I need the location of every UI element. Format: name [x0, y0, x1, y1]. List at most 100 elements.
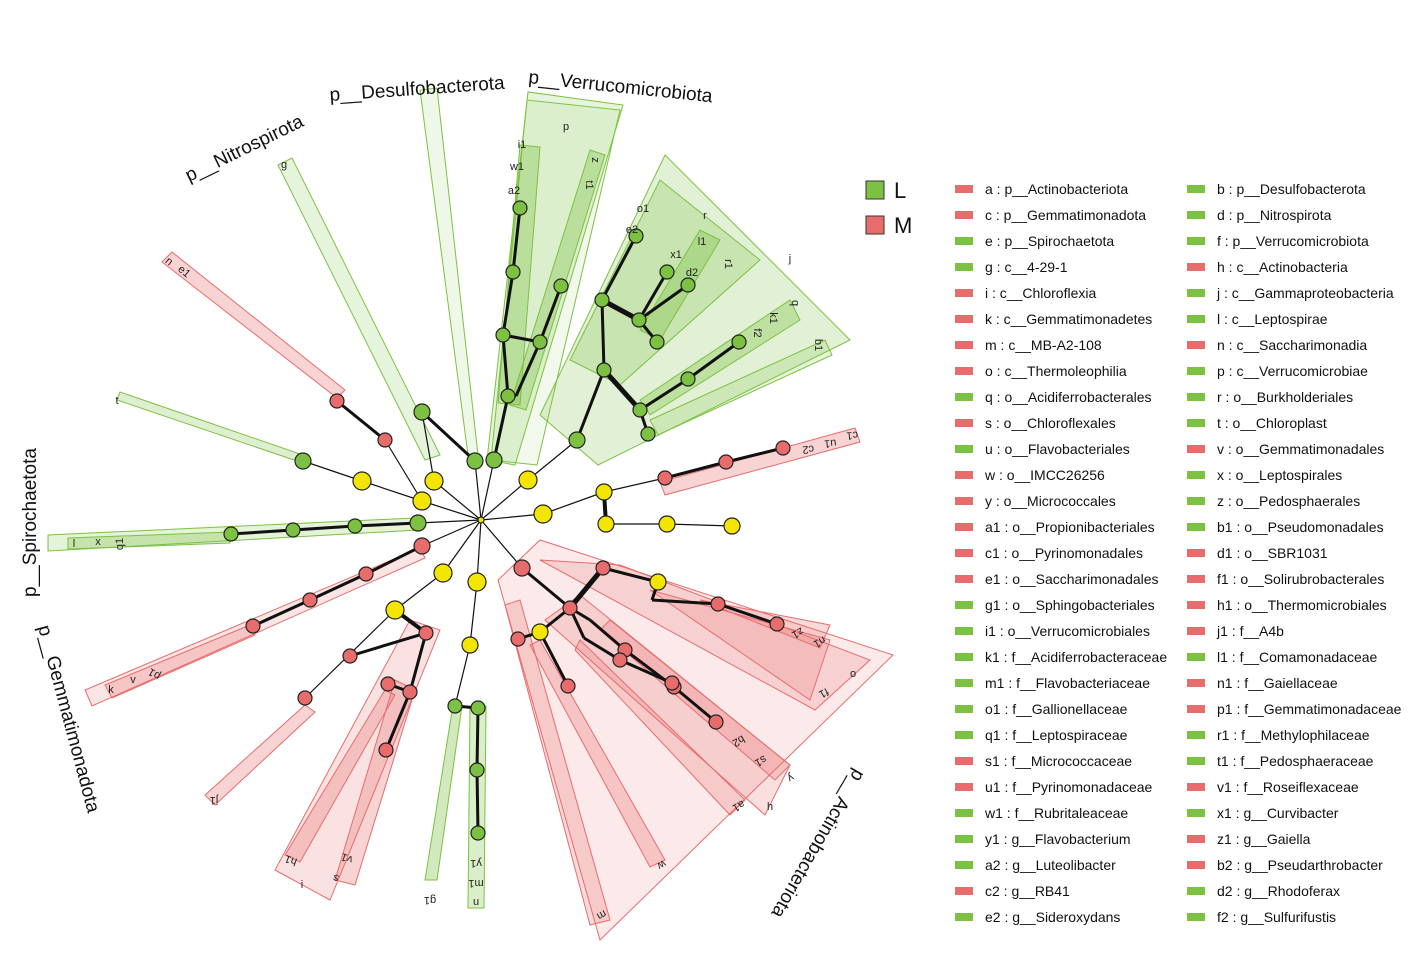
tree-node — [402, 684, 418, 700]
legend-entry: z1 : g__Gaiella — [1217, 831, 1311, 847]
legend-swatch — [955, 731, 973, 739]
tree-node — [680, 371, 696, 387]
legend-entry: y : o__Micrococcales — [985, 493, 1116, 509]
tree-node — [377, 432, 393, 448]
legend-swatch — [955, 237, 973, 245]
legend-swatch — [1187, 653, 1205, 661]
legend-entry: y1 : g__Flavobacterium — [985, 831, 1131, 847]
clade-letter-label: v1 — [339, 850, 354, 865]
legend-swatch — [1187, 861, 1205, 869]
legend-swatch — [955, 419, 973, 427]
legend-entry: j : c__Gammaproteobacteria — [1216, 285, 1394, 301]
legend-entry: b : p__Desulfobacterota — [1217, 181, 1366, 197]
clade-letter-label: k1 — [767, 312, 779, 324]
clade-letter-label: j — [788, 253, 791, 265]
tree-node — [513, 559, 531, 577]
clade-letter-label: u1 — [824, 436, 837, 449]
legend-swatch — [1187, 393, 1205, 401]
legend-swatch — [955, 679, 973, 687]
clade-letter-label: m1 — [468, 877, 483, 889]
sector-desulfobacterota — [419, 87, 479, 456]
sector-sphingobacteriales — [424, 704, 463, 881]
clade-letter-label: b1 — [812, 339, 824, 351]
tree-node — [553, 278, 569, 294]
legend-entry: b1 : o__Pseudomonadales — [1217, 519, 1384, 535]
group-key-swatch-L — [865, 180, 885, 200]
legend-swatch — [1187, 419, 1205, 427]
clade-letter-label: o — [850, 668, 856, 680]
legend-entry: a2 : g__Luteolibacter — [985, 857, 1116, 873]
legend-swatch — [1187, 549, 1205, 557]
group-key-label-M: M — [894, 213, 912, 238]
tree-node — [409, 514, 427, 532]
tree-node — [347, 518, 363, 534]
legend-entry: b2 : g__Pseudarthrobacter — [1217, 857, 1383, 873]
legend-entry: f1 : o__Solirubrobacterales — [1217, 571, 1384, 587]
tree-node — [223, 526, 239, 542]
legend-swatch — [955, 393, 973, 401]
tree-node — [413, 537, 431, 555]
legend-entry: j1 : f__A4b — [1216, 623, 1284, 639]
tree-node — [649, 334, 665, 350]
phylum-label-desulfobacterota: p__Desulfobacterota — [329, 73, 506, 106]
legend-swatch — [1187, 835, 1205, 843]
tree-branches — [230, 207, 784, 834]
legend-swatch — [955, 471, 973, 479]
tree-node — [461, 636, 479, 654]
tree-node — [352, 471, 372, 491]
legend-swatch — [955, 809, 973, 817]
legend-entry: t : o__Chloroplast — [1217, 415, 1327, 431]
tree-node — [560, 678, 576, 694]
legend-entry: g1 : o__Sphingobacteriales — [985, 597, 1155, 613]
legend-swatch — [955, 653, 973, 661]
legend-entry: e1 : o__Saccharimonadales — [985, 571, 1159, 587]
tree-node — [658, 515, 676, 533]
legend-swatch — [955, 445, 973, 453]
sector-propionibacteriales — [574, 639, 746, 816]
group-key-swatch-M — [865, 215, 885, 235]
clade-letter-label: x1 — [670, 249, 682, 261]
tree-node — [302, 592, 318, 608]
clade-letter-label: z1 — [789, 624, 805, 640]
legend-entry: h1 : o__Thermomicrobiales — [1217, 597, 1387, 613]
legend-entry: d : p__Nitrospirota — [1217, 207, 1332, 223]
tree-node — [466, 452, 484, 470]
tree-node — [710, 596, 726, 612]
legend-entry: n : c__Saccharimonadia — [1217, 337, 1367, 353]
clade-letter-label: l1 — [698, 236, 707, 248]
legend-swatch — [1187, 523, 1205, 531]
legend-swatch — [955, 289, 973, 297]
tree-node — [596, 362, 612, 378]
legend-entry: i : c__Chloroflexia — [985, 285, 1096, 301]
legend-swatch — [955, 185, 973, 193]
tree-node — [358, 566, 374, 582]
clade-letter-label: j1 — [210, 794, 220, 806]
clade-letter-label: t — [115, 395, 118, 407]
tree-node — [612, 652, 628, 668]
legend-swatch — [955, 341, 973, 349]
group-key: L M — [865, 178, 912, 238]
legend-entry: k : c__Gemmatimonadetes — [985, 311, 1152, 327]
tree-node — [342, 648, 358, 664]
legend-swatch — [955, 861, 973, 869]
group-key-label-L: L — [894, 178, 906, 203]
legend-entry: m : c__MB-A2-108 — [985, 337, 1102, 353]
legend-swatch — [955, 887, 973, 895]
legend-swatch — [955, 263, 973, 271]
tree-node — [294, 452, 312, 470]
tree-nodes — [223, 200, 791, 841]
clade-letter-label: w1 — [509, 161, 524, 173]
sector-pseudomonadales — [649, 339, 833, 436]
sector-imcc26256 — [529, 639, 666, 868]
legend-entry: q1 : f__Leptospiraceae — [985, 727, 1128, 743]
clade-letter-label: g1 — [424, 894, 436, 906]
sector-actinobacteriota — [497, 539, 894, 941]
tree-node — [285, 522, 301, 538]
legend-swatch — [955, 627, 973, 635]
tree-node — [477, 516, 485, 524]
sector-chloroplast — [116, 391, 304, 463]
legend-swatch — [1187, 445, 1205, 453]
legend-swatch — [1187, 627, 1205, 635]
